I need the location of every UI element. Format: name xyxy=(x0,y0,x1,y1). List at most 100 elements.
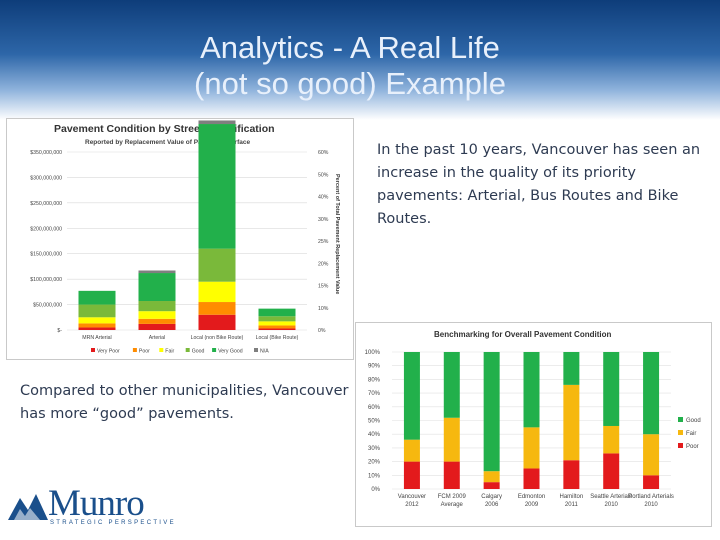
mountain-logo-icon xyxy=(8,494,48,520)
chart2-y-tick-label: 30% xyxy=(368,446,381,452)
benchmarking-chart: Benchmarking for Overall Pavement Condit… xyxy=(355,322,712,527)
chart1-bar-segment xyxy=(78,317,116,324)
chart2-bar-segment xyxy=(643,475,660,489)
chart1-bar-segment xyxy=(138,323,176,330)
munro-logo: Munro STRATEGIC PERSPECTIVE xyxy=(6,482,176,532)
chart2-y-tick-label: 60% xyxy=(368,405,381,411)
chart2-x-tick-label: Portland Arterials xyxy=(628,494,674,500)
chart2-bar-segment xyxy=(523,427,540,469)
chart1-bar-segment xyxy=(78,304,116,318)
chart1-y-tick-label: $300,000,000 xyxy=(30,175,62,181)
chart2-x-tick-label: Calgary xyxy=(481,494,502,500)
chart1-bar-segment xyxy=(258,308,296,317)
chart2-y-tick-label: 50% xyxy=(368,419,381,425)
chart1-y2-tick-label: 50% xyxy=(318,172,329,178)
title-line-2: (not so good) Example xyxy=(194,66,506,101)
chart1-bar-segment xyxy=(198,248,236,282)
chart1-legend-label: Poor xyxy=(139,349,150,355)
chart1-legend: Very Poor Poor Fair Good Very Good N/A xyxy=(91,348,269,355)
chart2-bar-segment xyxy=(443,461,460,489)
chart1-y2-tick-label: 0% xyxy=(318,328,326,334)
chart1-x-tick-label: Arterial xyxy=(149,335,165,341)
chart2-x-tick-label: FCM 2009 xyxy=(438,494,467,500)
chart1-legend-swatch xyxy=(254,348,258,352)
chart2-bar-segment xyxy=(603,352,620,426)
chart1-legend-swatch xyxy=(185,348,190,352)
chart2-bar-segment xyxy=(483,482,500,489)
chart2-y-tick-label: 90% xyxy=(368,364,381,370)
chart2-bar-segment xyxy=(403,439,420,462)
chart2-bar-segment xyxy=(643,352,660,435)
chart2-bar-segment xyxy=(403,461,420,489)
chart1-y-tick-label: $200,000,000 xyxy=(30,226,62,232)
chart1-bar-segment xyxy=(78,327,116,330)
chart2-bar-segment xyxy=(483,471,500,483)
chart2-bar-segment xyxy=(563,384,580,461)
chart1-x-tick-label: Local (Bike Route) xyxy=(256,335,299,341)
chart1-bar-segment xyxy=(78,290,116,305)
chart2-y-tick-label: 0% xyxy=(371,487,380,493)
chart1-bar-segment xyxy=(138,301,176,312)
chart2-x-tick-label: 2010 xyxy=(605,502,619,508)
chart1-bar-segment xyxy=(138,311,176,319)
chart1-y2-tick-label: 30% xyxy=(318,217,329,223)
slide-title: Analytics - A Real Life (not so good) Ex… xyxy=(90,30,610,102)
chart1-bar-segment xyxy=(258,328,296,330)
title-line-1: Analytics - A Real Life xyxy=(200,30,500,65)
chart2-x-tick-label: Seattle Arterials xyxy=(590,494,632,500)
chart1-y-tick-label: $150,000,000 xyxy=(30,252,62,258)
chart1-bar-segment xyxy=(138,270,176,274)
paragraph-comparison: Compared to other municipalities, Vancou… xyxy=(20,383,349,422)
chart1-bar-segment xyxy=(258,325,296,329)
chart2-bar-segment xyxy=(603,425,620,454)
chart2-bar-segment xyxy=(523,468,540,489)
benchmarking-chart-svg: Benchmarking for Overall Pavement Condit… xyxy=(365,330,701,508)
logo-tagline: STRATEGIC PERSPECTIVE xyxy=(50,520,176,526)
chart1-bar-segment xyxy=(78,323,116,328)
chart2-legend-swatch xyxy=(678,417,683,422)
chart1-y-tick-label: $250,000,000 xyxy=(30,201,62,207)
chart2-y-tick-label: 10% xyxy=(368,473,381,479)
chart2-x-tick-label: 2012 xyxy=(405,502,419,508)
header-band xyxy=(0,0,720,120)
chart1-bar-segment xyxy=(258,321,296,326)
pavement-condition-chart-svg: Pavement Condition by Street Classificat… xyxy=(30,120,340,355)
chart1-x-tick-label: Local (non Bike Route) xyxy=(191,335,244,341)
chart1-bar-segment xyxy=(198,124,236,249)
chart1-legend-label: Fair xyxy=(165,349,174,355)
chart1-legend-label: Good xyxy=(192,349,205,355)
chart2-bar-segment xyxy=(603,453,620,489)
chart1-x-tick-label: MRN Arterial xyxy=(82,335,111,341)
chart2-x-tick-label: 2009 xyxy=(525,502,539,508)
chart2-bars xyxy=(403,352,660,489)
pavement-condition-chart: Pavement Condition by Street Classificat… xyxy=(6,118,354,360)
chart1-y-tick-label: $350,000,000 xyxy=(30,150,62,156)
chart2-bar-segment xyxy=(563,460,580,489)
chart2-y-tick-label: 20% xyxy=(368,460,381,466)
chart2-title: Benchmarking for Overall Pavement Condit… xyxy=(434,330,611,339)
chart1-legend-swatch xyxy=(91,348,95,352)
chart1-legend-label: N/A xyxy=(260,349,269,355)
chart1-right-axis-label: Percent of Total Pavement Replacement Va… xyxy=(334,174,340,294)
chart1-legend-swatch xyxy=(132,348,137,352)
chart1-title: Pavement Condition by Street Classificat… xyxy=(54,123,275,135)
chart2-bar-segment xyxy=(523,352,540,428)
chart2-bar-segment xyxy=(563,352,580,385)
chart1-y-tick-label: $100,000,000 xyxy=(30,277,62,283)
chart2-bar-segment xyxy=(643,434,660,476)
chart2-y-tick-label: 80% xyxy=(368,377,381,383)
chart2-legend: Good Fair Poor xyxy=(678,417,701,450)
chart2-x-tick-label: Edmonton xyxy=(518,494,545,500)
chart1-y2-tick-label: 10% xyxy=(318,306,329,312)
chart2-labels: 0% 10% 20% 30% 40% 50% 60% 70% 80% 90% 100% Vancouv… xyxy=(365,350,674,508)
chart1-legend-label: Very Poor xyxy=(97,349,120,355)
chart1-y-tick-label: $50,000,000 xyxy=(33,303,62,309)
chart1-bar-segment xyxy=(138,318,176,324)
chart2-bar-segment xyxy=(483,352,500,472)
chart2-legend-label: Good xyxy=(686,418,701,424)
chart1-y-tick-label: $- xyxy=(57,328,62,334)
chart2-legend-label: Fair xyxy=(686,431,696,437)
chart1-y2-tick-label: 60% xyxy=(318,150,329,156)
chart1-subtitle: Reported by Replacement Value of Pavemen… xyxy=(85,139,250,146)
chart1-bar-segment xyxy=(198,120,236,125)
